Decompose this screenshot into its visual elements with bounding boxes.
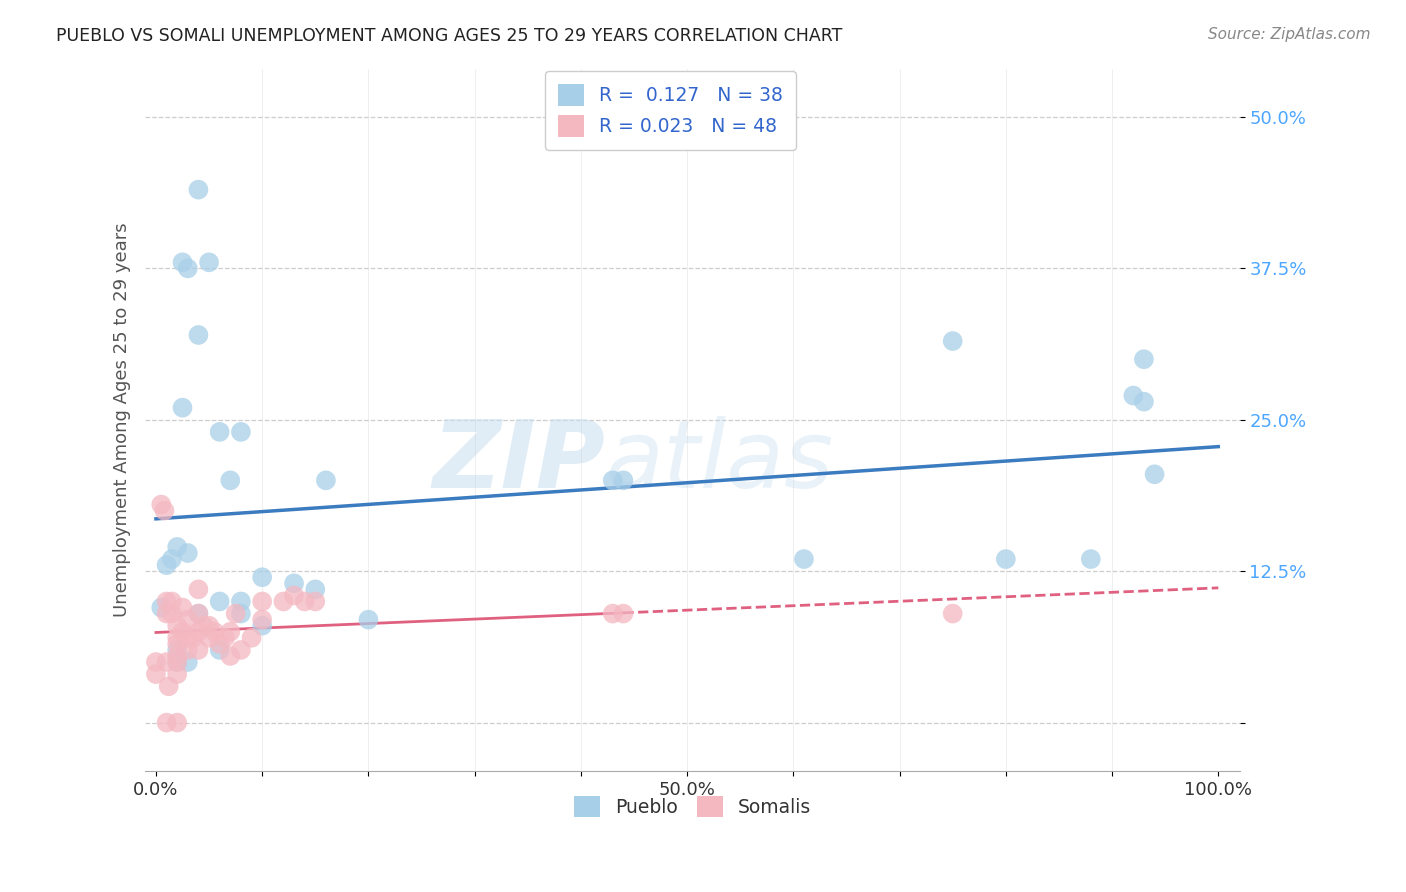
Point — [187, 607, 209, 621]
Point — [357, 613, 380, 627]
Point — [1133, 352, 1156, 367]
Point — [612, 607, 634, 621]
Point — [153, 503, 176, 517]
Point — [1122, 388, 1144, 402]
Point — [166, 655, 188, 669]
Point — [942, 607, 965, 621]
Point — [187, 643, 209, 657]
Point — [214, 631, 236, 645]
Point — [283, 588, 305, 602]
Point — [202, 624, 225, 639]
Point — [187, 624, 209, 639]
Point — [172, 624, 194, 639]
Point — [198, 255, 221, 269]
Point — [155, 715, 177, 730]
Text: PUEBLO VS SOMALI UNEMPLOYMENT AMONG AGES 25 TO 29 YEARS CORRELATION CHART: PUEBLO VS SOMALI UNEMPLOYMENT AMONG AGES… — [56, 27, 842, 45]
Point — [166, 637, 188, 651]
Point — [229, 607, 252, 621]
Point — [155, 607, 177, 621]
Point — [187, 183, 209, 197]
Point — [304, 582, 326, 597]
Point — [166, 618, 188, 632]
Point — [187, 582, 209, 597]
Point — [315, 473, 337, 487]
Point — [166, 648, 188, 663]
Point — [229, 425, 252, 439]
Point — [240, 631, 263, 645]
Point — [198, 631, 221, 645]
Point — [994, 552, 1017, 566]
Legend: Pueblo, Somalis: Pueblo, Somalis — [567, 789, 818, 825]
Text: atlas: atlas — [605, 417, 834, 508]
Point — [150, 498, 173, 512]
Point — [160, 552, 183, 566]
Point — [177, 643, 200, 657]
Point — [602, 607, 624, 621]
Point — [793, 552, 815, 566]
Point — [219, 648, 242, 663]
Y-axis label: Unemployment Among Ages 25 to 29 years: Unemployment Among Ages 25 to 29 years — [114, 222, 131, 617]
Point — [1080, 552, 1102, 566]
Point — [250, 594, 273, 608]
Point — [198, 618, 221, 632]
Point — [612, 473, 634, 487]
Point — [229, 643, 252, 657]
Point — [283, 576, 305, 591]
Point — [166, 643, 188, 657]
Point — [942, 334, 965, 348]
Point — [177, 631, 200, 645]
Point — [145, 667, 167, 681]
Point — [250, 570, 273, 584]
Point — [208, 637, 231, 651]
Point — [150, 600, 173, 615]
Point — [157, 679, 180, 693]
Point — [172, 401, 194, 415]
Point — [273, 594, 295, 608]
Point — [172, 255, 194, 269]
Point — [181, 631, 204, 645]
Point — [219, 473, 242, 487]
Point — [304, 594, 326, 608]
Point — [250, 613, 273, 627]
Point — [187, 607, 209, 621]
Point — [145, 655, 167, 669]
Point — [172, 600, 194, 615]
Point — [229, 594, 252, 608]
Point — [160, 607, 183, 621]
Point — [208, 425, 231, 439]
Point — [177, 655, 200, 669]
Point — [1133, 394, 1156, 409]
Point — [166, 631, 188, 645]
Text: Source: ZipAtlas.com: Source: ZipAtlas.com — [1208, 27, 1371, 42]
Point — [177, 613, 200, 627]
Point — [250, 618, 273, 632]
Point — [177, 261, 200, 276]
Point — [294, 594, 316, 608]
Point — [219, 624, 242, 639]
Point — [160, 594, 183, 608]
Point — [225, 607, 247, 621]
Point — [602, 473, 624, 487]
Point — [208, 594, 231, 608]
Text: ZIP: ZIP — [432, 416, 605, 508]
Point — [1143, 467, 1166, 482]
Point — [187, 328, 209, 343]
Point — [166, 655, 188, 669]
Point — [155, 594, 177, 608]
Point — [193, 618, 215, 632]
Point — [166, 667, 188, 681]
Point — [166, 540, 188, 554]
Point — [155, 655, 177, 669]
Point — [208, 643, 231, 657]
Point — [166, 715, 188, 730]
Point — [177, 546, 200, 560]
Point — [155, 558, 177, 573]
